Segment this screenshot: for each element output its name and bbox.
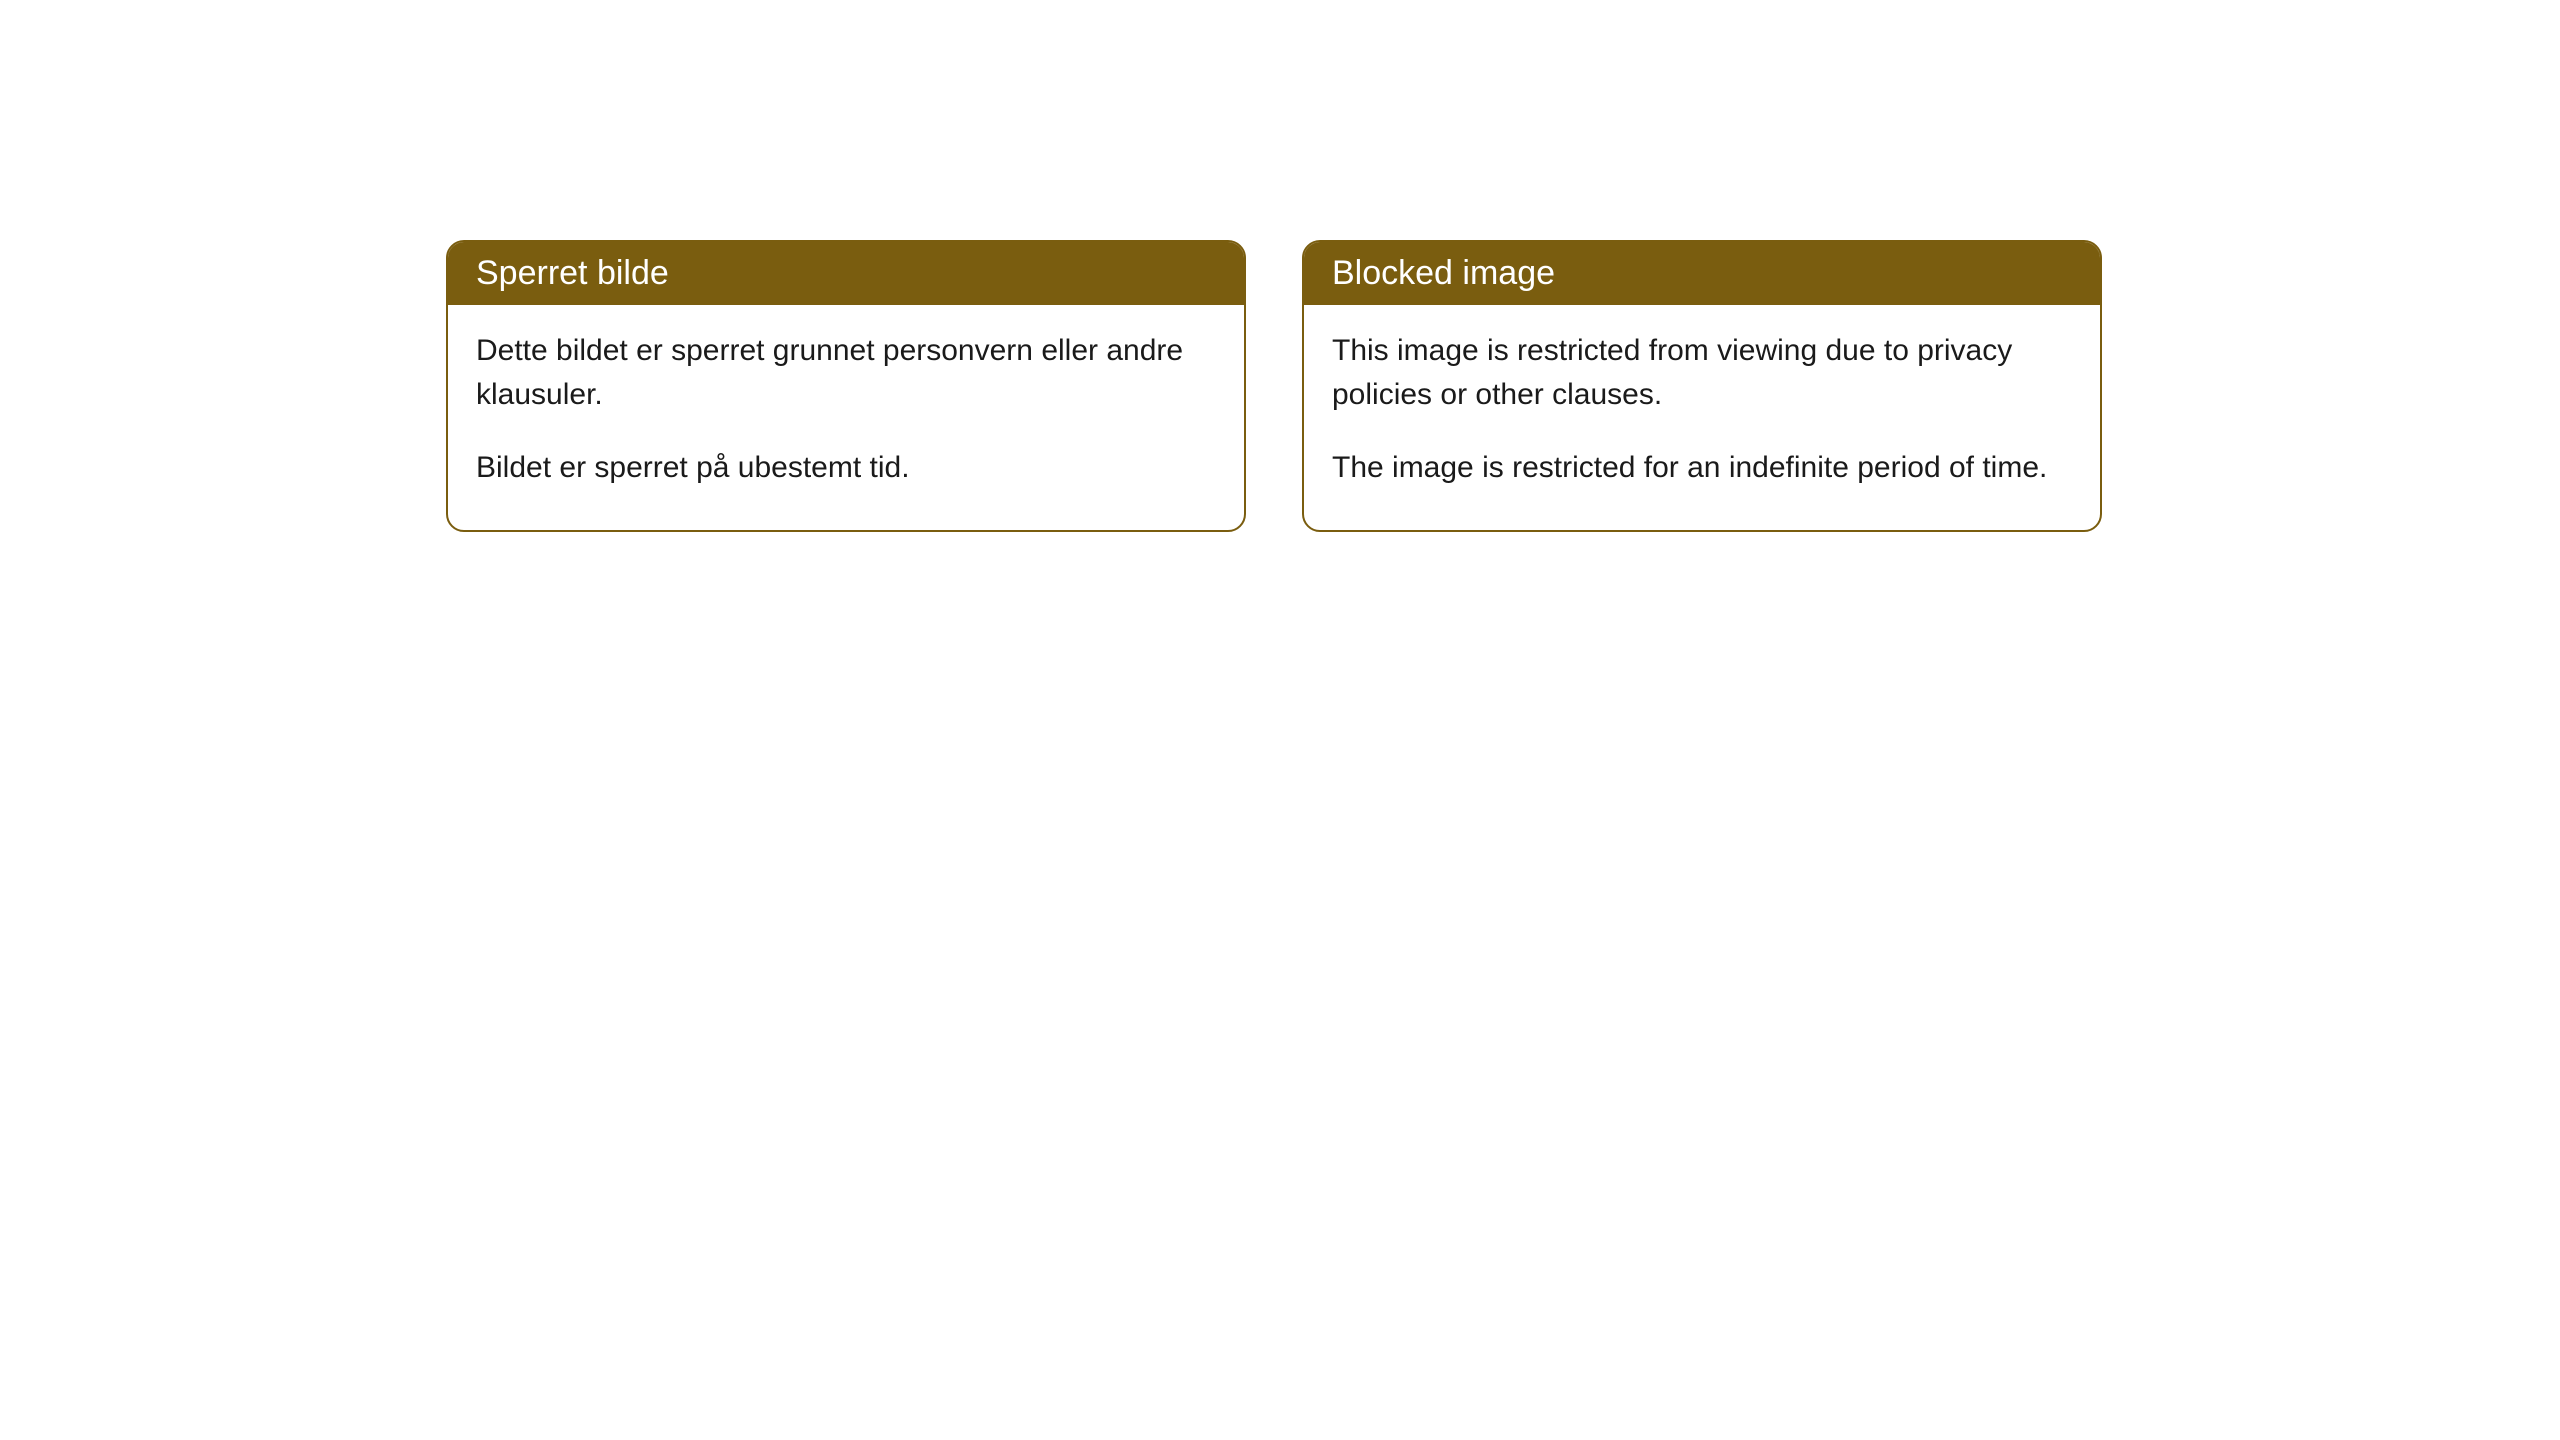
notice-card-english: Blocked image This image is restricted f… xyxy=(1302,240,2102,532)
card-text: This image is restricted from viewing du… xyxy=(1332,329,2072,416)
notice-card-norwegian: Sperret bilde Dette bildet er sperret gr… xyxy=(446,240,1246,532)
card-text: Bildet er sperret på ubestemt tid. xyxy=(476,446,1216,490)
card-title: Blocked image xyxy=(1332,254,1555,292)
card-body-norwegian: Dette bildet er sperret grunnet personve… xyxy=(448,305,1244,530)
card-header-norwegian: Sperret bilde xyxy=(448,242,1244,305)
notice-cards-container: Sperret bilde Dette bildet er sperret gr… xyxy=(446,240,2102,532)
card-header-english: Blocked image xyxy=(1304,242,2100,305)
card-text: The image is restricted for an indefinit… xyxy=(1332,446,2072,490)
card-text: Dette bildet er sperret grunnet personve… xyxy=(476,329,1216,416)
card-body-english: This image is restricted from viewing du… xyxy=(1304,305,2100,530)
card-title: Sperret bilde xyxy=(476,254,669,292)
